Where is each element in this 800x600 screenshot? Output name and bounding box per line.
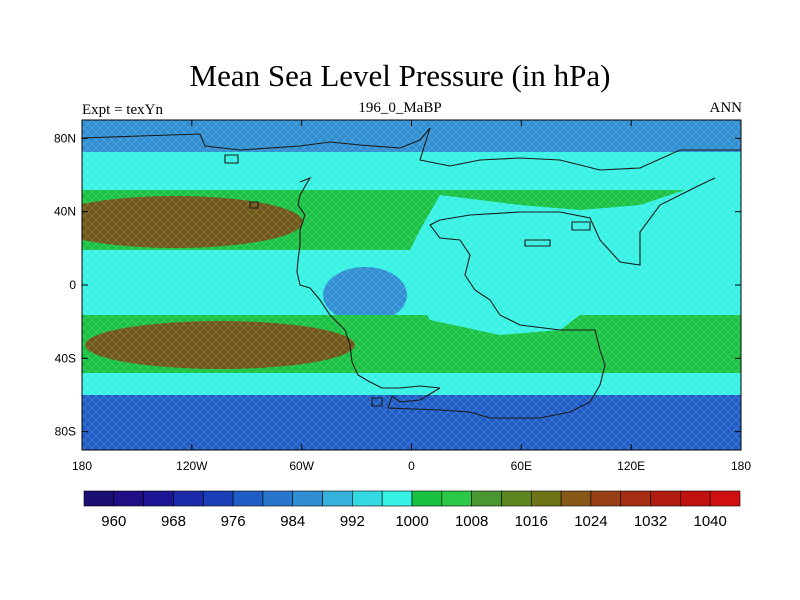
- colorbar-swatch: [381, 490, 413, 507]
- colorbar-label: 992: [340, 513, 365, 530]
- colorbar-swatch: [292, 490, 323, 507]
- colorbar-swatch: [590, 490, 622, 507]
- y-axis: 80N 40N 0 40S 80S: [54, 131, 741, 439]
- colorbar-labels: 960 968 976 984 992 1000 1008 1016 1024 1032 1040: [101, 513, 727, 530]
- x-tick-label: 0: [408, 459, 415, 473]
- coast-southeast-margin: [387, 177, 716, 419]
- colorbar-label: 960: [101, 513, 126, 530]
- colorbar-swatch: [352, 490, 383, 507]
- x-tick-label: 180: [72, 459, 92, 473]
- colorbar-swatch: [173, 490, 204, 507]
- x-tick-label: 120E: [617, 459, 645, 473]
- y-tick-label: 80S: [55, 425, 76, 439]
- season-label: ANN: [709, 100, 743, 116]
- coastlines: [82, 127, 741, 419]
- x-tick-label: 60E: [511, 459, 532, 473]
- colorbar-swatch: [113, 490, 144, 507]
- time-label: 196_0_MaBP: [358, 100, 442, 116]
- colorbar: [83, 490, 741, 507]
- experiment-label: Expt = texYn: [82, 102, 163, 118]
- colorbar-label: 984: [280, 513, 305, 530]
- coast-northern: [82, 127, 741, 171]
- colorbar-swatch: [202, 490, 234, 507]
- colorbar-label: 1032: [634, 513, 667, 530]
- colorbar-swatch: [322, 490, 353, 507]
- colorbar-label: 1040: [693, 513, 726, 530]
- coast-inland-sea: [524, 239, 551, 247]
- y-tick-label: 0: [69, 278, 76, 292]
- y-tick-label: 40N: [54, 205, 76, 219]
- x-tick-label: 60W: [289, 459, 314, 473]
- field-hatch: [82, 120, 741, 450]
- colorbar-swatch: [262, 490, 294, 507]
- pressure-field: [82, 120, 741, 450]
- y-tick-label: 40S: [55, 351, 76, 365]
- colorbar-label: 1024: [574, 513, 607, 530]
- colorbar-swatch: [530, 490, 562, 507]
- coast-island-a: [224, 154, 239, 164]
- colorbar-label: 976: [221, 513, 246, 530]
- colorbar-swatch: [709, 490, 741, 507]
- coast-southwest-margin: [309, 287, 441, 389]
- colorbar-swatch: [83, 490, 115, 507]
- coast-island-c: [249, 201, 259, 209]
- page-title: Mean Sea Level Pressure (in hPa): [189, 58, 611, 93]
- y-tick-label: 80N: [54, 131, 76, 145]
- colorbar-swatch: [411, 490, 443, 507]
- colorbar-swatch: [441, 490, 472, 507]
- colorbar-label: 1008: [455, 513, 488, 530]
- colorbar-swatch: [501, 490, 532, 507]
- coast-island-b: [571, 221, 591, 231]
- colorbar-swatch: [471, 490, 502, 507]
- colorbar-label: 1000: [395, 513, 428, 530]
- colorbar-swatch: [680, 490, 711, 507]
- x-tick-label: 180: [731, 459, 751, 473]
- x-axis: 180 120W 60W 0 60E 120E 180: [72, 120, 751, 473]
- colorbar-swatch: [143, 490, 174, 507]
- coast-west-margin: [296, 176, 312, 289]
- colorbar-swatch: [650, 490, 681, 507]
- colorbar-swatch: [620, 490, 651, 507]
- colorbar-swatch: [232, 490, 264, 507]
- colorbar-swatch: [560, 490, 592, 507]
- coast-island-d: [371, 397, 383, 407]
- x-tick-label: 120W: [176, 459, 208, 473]
- colorbar-label: 1016: [515, 513, 548, 530]
- colorbar-label: 968: [161, 513, 186, 530]
